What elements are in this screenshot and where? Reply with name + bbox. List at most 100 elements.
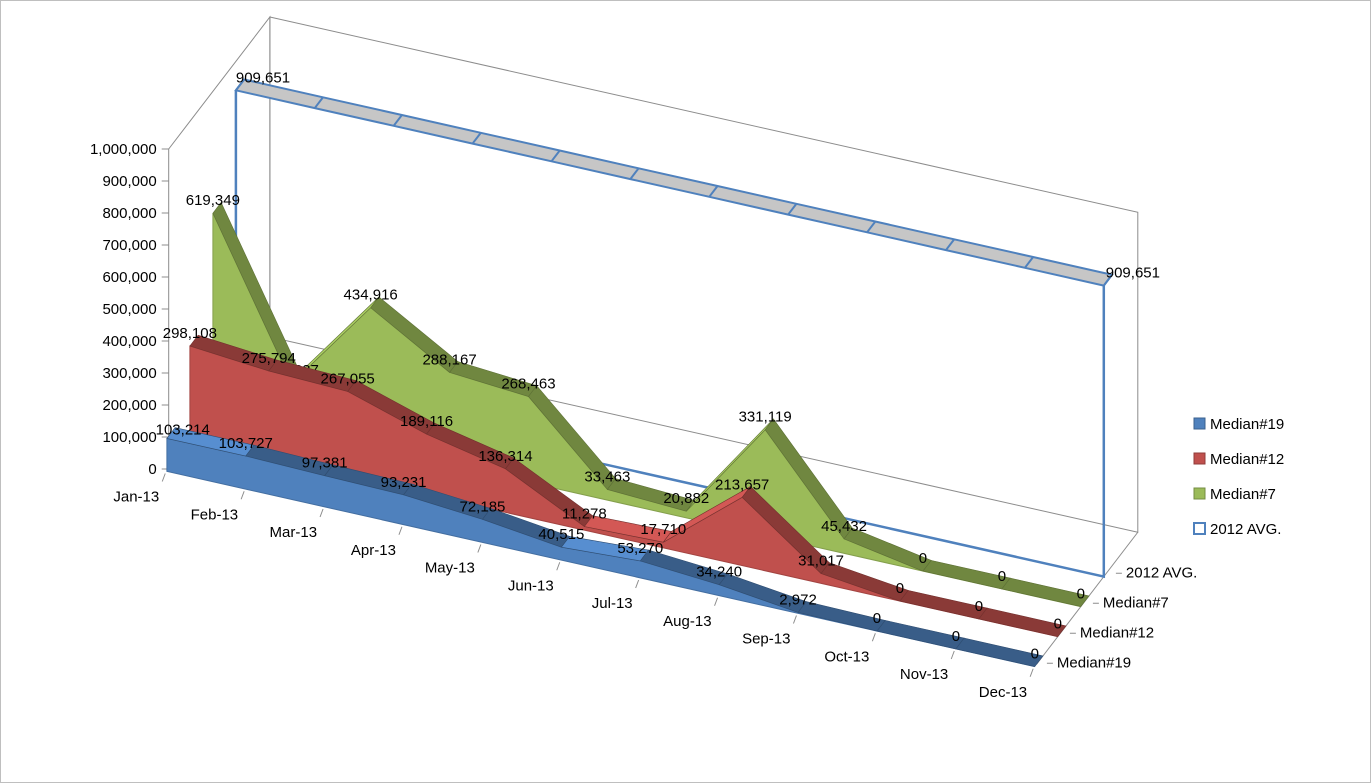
x-tick-mark xyxy=(556,562,561,571)
x-tick-mark xyxy=(477,544,482,553)
data-label: 0 xyxy=(998,568,1006,585)
series-segment-edge xyxy=(629,167,640,180)
x-tick-label: Jul-13 xyxy=(592,595,633,612)
data-label: 275,794 xyxy=(242,350,296,367)
x-tick-label: Nov-13 xyxy=(900,666,948,683)
data-label: 33,463 xyxy=(584,468,630,485)
data-label: 268,463 xyxy=(501,375,555,392)
depth-tick-label: Median#12 xyxy=(1080,624,1154,641)
data-label: 213,657 xyxy=(715,476,769,493)
y-tick-label: 100,000 xyxy=(102,429,156,446)
x-tick-mark xyxy=(950,650,955,660)
series-top-surface xyxy=(234,78,1114,287)
data-label: 11,278 xyxy=(562,506,607,523)
data-label: 34,240 xyxy=(696,564,742,581)
data-label: 619,349 xyxy=(186,192,240,209)
series-median-19: 103,214 103,727 97,381 93,231 72,185 40,515 53… xyxy=(156,421,1044,668)
y-tick-label: 800,000 xyxy=(102,205,156,222)
data-label: 909,651 xyxy=(1106,265,1160,282)
legend-entry: Median#7 xyxy=(1210,486,1276,503)
series-data-labels: 103,214 103,727 97,381 93,231 72,185 40,515 53… xyxy=(156,421,1039,662)
data-label: 298,108 xyxy=(163,325,217,342)
series-median-12: 298,108 275,794 267,055 189,116 136,314 11,27… xyxy=(163,325,1067,638)
data-label: 17,710 xyxy=(640,521,686,538)
x-tick-label: Jun-13 xyxy=(508,577,554,594)
data-label: 93,231 xyxy=(381,474,427,491)
series-segment-edge xyxy=(1024,256,1034,269)
data-label: 0 xyxy=(1054,616,1062,633)
x-tick-label: Sep-13 xyxy=(742,631,790,648)
y-tick-label: 0 xyxy=(148,461,156,478)
x-tick-label: May-13 xyxy=(425,560,475,577)
data-label: 103,214 xyxy=(156,421,210,438)
series-segment-edge xyxy=(708,185,719,198)
series-segment-edge xyxy=(392,114,403,127)
data-label: 189,116 xyxy=(400,413,453,430)
y-tick-label: 900,000 xyxy=(102,173,156,190)
legend-entry: Median#12 xyxy=(1210,451,1284,468)
data-label: 31,017 xyxy=(798,552,844,569)
legend-swatch xyxy=(1193,487,1206,500)
legend-swatch xyxy=(1193,452,1206,465)
y-tick-label: 700,000 xyxy=(102,237,156,254)
data-label: 45,432 xyxy=(821,518,867,535)
x-tick-mark xyxy=(714,597,719,606)
depth-axis: Median#19 Median#12 Median#7 2012 AVG. xyxy=(1046,564,1197,671)
x-tick-mark xyxy=(635,579,640,589)
data-label: 53,270 xyxy=(617,540,663,557)
legend-swatch xyxy=(1193,522,1206,535)
legend-swatch xyxy=(1193,417,1206,430)
data-label: 2,972 xyxy=(779,591,817,608)
data-label: 97,381 xyxy=(302,455,348,472)
x-tick-label: Jan-13 xyxy=(113,489,159,506)
series-segment-edge xyxy=(945,238,956,251)
series-data-labels: 298,108 275,794 267,055 189,116 136,314 11,27… xyxy=(163,325,1062,633)
data-label: 0 xyxy=(896,580,904,597)
x-tick-label: Mar-13 xyxy=(270,524,318,541)
data-label: 136,314 xyxy=(478,448,532,465)
legend: Median#19 Median#12 Median#7 2012 AVG. xyxy=(1193,416,1284,538)
legend-entry: Median#19 xyxy=(1210,416,1284,433)
depth-tick-label: Median#7 xyxy=(1103,594,1169,611)
depth-tick-label: Median#19 xyxy=(1057,654,1131,671)
y-tick-label: 500,000 xyxy=(102,301,156,318)
data-label: 0 xyxy=(873,610,881,627)
x-tick-label: Feb-13 xyxy=(191,506,239,523)
y-tick-label: 200,000 xyxy=(102,397,156,414)
y-tick-label: 400,000 xyxy=(102,333,156,350)
y-axis: 0 100,000 200,000 300,000 400,000 500,000 600,… xyxy=(90,141,169,478)
data-label: 20,882 xyxy=(663,490,709,507)
series-segment-edge xyxy=(550,149,561,162)
x-tick-mark xyxy=(871,633,876,642)
data-label: 0 xyxy=(919,550,927,567)
data-label: 72,185 xyxy=(460,498,506,515)
series-segment-edge xyxy=(471,132,482,145)
y-tick-label: 1,000,000 xyxy=(90,141,157,158)
y-tick-label: 600,000 xyxy=(102,269,156,286)
x-tick-mark xyxy=(319,508,324,518)
series-segment-edge xyxy=(235,78,245,91)
series-segment-edge xyxy=(787,203,798,216)
x-tick-label: Dec-13 xyxy=(979,684,1027,701)
data-label: 0 xyxy=(975,598,983,615)
x-tick-label: Apr-13 xyxy=(351,542,396,559)
x-tick-label: Aug-13 xyxy=(663,613,711,630)
data-label: 103,727 xyxy=(219,435,273,452)
series-data-labels: 909,651 909,651 xyxy=(236,69,1160,281)
x-axis: Jan-13 Feb-13 Mar-13 Apr-13 May-13 Jun-13 Jul-… xyxy=(113,473,1034,701)
data-label: 434,916 xyxy=(344,287,398,304)
data-label: 0 xyxy=(1077,586,1085,603)
x-tick-mark xyxy=(1029,668,1034,677)
series-segment-edge xyxy=(866,220,877,233)
data-label: 909,651 xyxy=(236,69,290,86)
data-label: 0 xyxy=(952,628,960,645)
series-segment-edge xyxy=(313,96,324,109)
legend-entry: 2012 AVG. xyxy=(1210,521,1281,538)
data-label: 288,167 xyxy=(422,351,476,368)
y-tick-label: 300,000 xyxy=(102,365,156,382)
depth-tick-label: 2012 AVG. xyxy=(1126,564,1197,581)
data-label: 331,119 xyxy=(739,409,792,426)
x-tick-mark xyxy=(240,491,245,500)
